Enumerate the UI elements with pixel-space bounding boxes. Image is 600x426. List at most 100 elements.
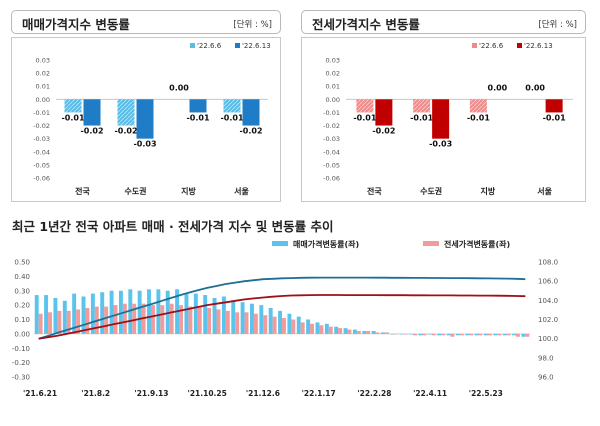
jeonse-change-bar (216, 309, 221, 334)
left-data-label: -0.01 (186, 113, 209, 122)
left-panel-title: 매매가격지수 변동률 (22, 17, 130, 32)
jeonse-change-bar (207, 308, 212, 334)
sale-change-bar (315, 322, 320, 334)
left-data-label: -0.02 (239, 127, 262, 136)
right-legend-swatch-prev (472, 43, 477, 48)
jeonse-change-bar (291, 319, 296, 334)
jeonse-change-bar (132, 303, 137, 334)
right-data-label: -0.01 (410, 113, 433, 122)
right-ytick-label: 0.03 (326, 57, 340, 65)
sale-change-bar (109, 290, 114, 334)
x-tick-label: '21.8.2 (81, 389, 110, 398)
left-category-label: 수도권 (124, 186, 146, 196)
sale-change-bar (249, 303, 254, 334)
jeonse-change-bar (441, 333, 446, 336)
right-panel-title-box: 전세가격지수 변동률 [단위 : %] (301, 10, 586, 34)
sale-change-bar (44, 295, 49, 334)
jeonse-change-bar (66, 310, 71, 334)
sale-change-bar (381, 332, 385, 334)
sale-change-bar (362, 331, 367, 334)
right-bar (545, 99, 563, 113)
left-axis-tick-label: 0.00 (14, 330, 30, 338)
sale-change-bar (483, 333, 488, 336)
right-ytick-label: -0.02 (323, 122, 340, 130)
left-panel-title-box: 매매가격지수 변동률 [단위 : %] (11, 10, 281, 34)
right-category-label: 지방 (481, 186, 496, 196)
jeonse-change-bar (85, 308, 90, 334)
jeonse-change-bar (38, 313, 43, 334)
jeonse-change-bar (506, 333, 511, 336)
trend-chart-title: 최근 1년간 전국 아파트 매매 · 전세가격 지수 및 변동률 추이 (12, 219, 334, 234)
left-bar (64, 99, 82, 113)
jeonse-change-bar (300, 322, 305, 334)
legend-swatch-sale (272, 241, 288, 246)
right-chart: 0.03 0.02 0.01 0.00 -0.01 -0.02 -0.03 -0.04 -0.0… (323, 42, 573, 196)
jeonse-change-bar (169, 303, 174, 334)
sale-change-bar (455, 333, 460, 336)
jeonse-change-bar (422, 333, 427, 336)
left-category-label: 전국 (75, 186, 90, 196)
sale-change-bar (324, 323, 329, 334)
left-ytick-label: -0.04 (33, 148, 50, 156)
jeonse-index-line (38, 294, 526, 340)
jeonse-change-bar (338, 328, 343, 334)
jeonse-change-bar (319, 325, 324, 334)
left-axis-tick-label: -0.20 (12, 359, 30, 367)
sale-change-bar (474, 333, 479, 336)
right-data-label: -0.03 (429, 140, 452, 149)
right-axis-tick-label: 104.0 (538, 297, 558, 305)
jeonse-change-bar (244, 312, 249, 334)
x-tick-label: '21.12.6 (246, 389, 280, 398)
jeonse-change-bar (375, 332, 380, 334)
left-ytick-label: 0.00 (36, 96, 50, 104)
left-data-label: -0.02 (114, 127, 137, 136)
jeonse-change-bar (235, 312, 240, 334)
sale-change-bar (512, 333, 516, 336)
jeonse-change-bar (347, 329, 352, 334)
jeonse-change-bar (487, 333, 492, 336)
sale-change-bar (399, 333, 404, 335)
x-tick-label: '21.9.13 (134, 389, 168, 398)
left-legend-label-prev: '22.6.6 (197, 42, 222, 50)
x-tick-label: '22.5.23 (469, 389, 503, 398)
jeonse-change-bar (431, 333, 436, 336)
jeonse-change-bar (525, 333, 530, 337)
left-ytick-label: 0.02 (36, 70, 50, 78)
jeonse-change-bar (366, 331, 371, 334)
sale-change-bar (100, 292, 105, 334)
left-ytick-label: 0.03 (36, 57, 50, 65)
jeonse-change-bar (263, 315, 268, 334)
x-tick-label: '22.4.11 (413, 389, 447, 398)
left-data-label: -0.01 (61, 113, 84, 122)
left-bar (223, 99, 241, 113)
jeonse-change-bar (282, 318, 286, 334)
right-ytick-label: 0.02 (326, 70, 340, 78)
left-ytick-label: -0.01 (33, 109, 50, 117)
left-legend-swatch-curr (235, 43, 240, 48)
sale-change-bar (34, 295, 39, 334)
sale-change-bar (193, 293, 198, 334)
right-bar (432, 99, 450, 139)
left-axis-tick-label: 0.20 (14, 302, 30, 310)
sale-change-bar (427, 333, 432, 335)
sale-change-bar (72, 293, 77, 334)
jeonse-change-bar (394, 333, 399, 335)
sale-change-bar (231, 300, 236, 334)
right-data-label: -0.01 (467, 113, 490, 122)
left-axis-tick-label: -0.30 (12, 374, 30, 382)
sale-change-bar (502, 333, 507, 336)
sale-change-bar (240, 302, 245, 334)
right-category-label: 수도권 (420, 186, 442, 196)
left-axis-tick-label: 0.40 (14, 273, 30, 281)
jeonse-change-bar (76, 309, 81, 334)
left-bar (189, 99, 207, 113)
sale-change-bar (390, 333, 395, 335)
left-legend-swatch-prev (190, 43, 195, 48)
left-bar (83, 99, 101, 126)
left-panel-unit: [단위 : %] (233, 20, 272, 30)
sale-change-bar (296, 316, 301, 334)
right-legend-label-prev: '22.6.6 (479, 42, 504, 50)
left-axis-tick-label: 0.50 (14, 259, 30, 267)
sale-change-bar (221, 296, 226, 334)
left-ytick-label: -0.06 (33, 175, 50, 183)
